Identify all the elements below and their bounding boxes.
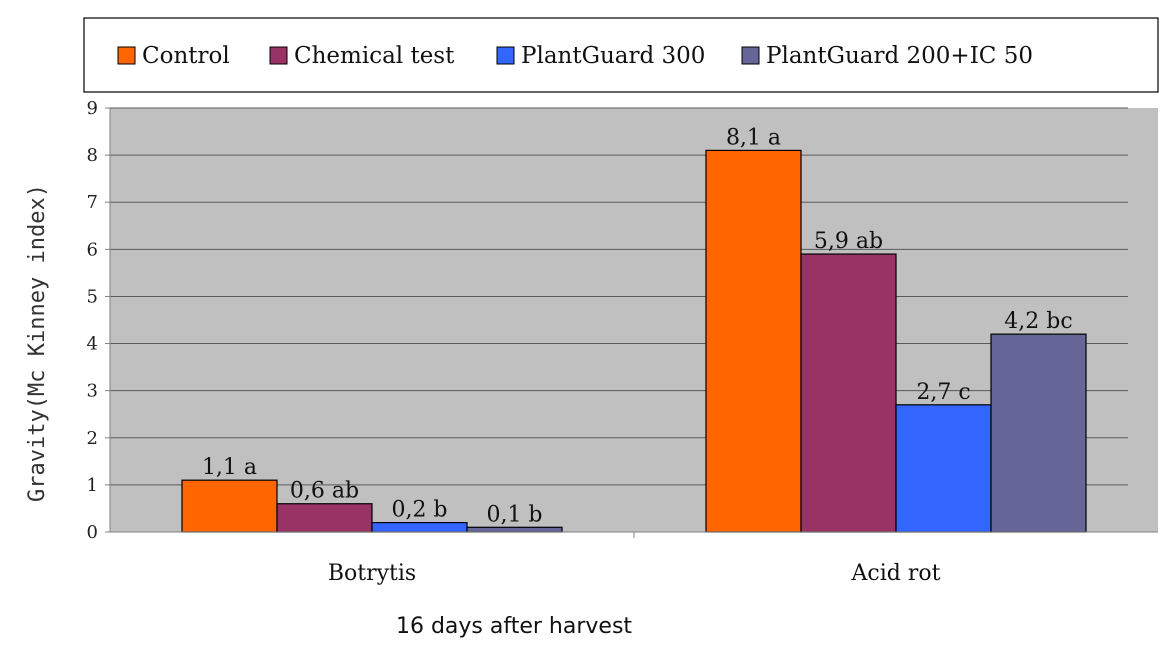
bar bbox=[276, 503, 373, 533]
y-tick-label: 6 bbox=[87, 239, 98, 260]
y-tick-label: 3 bbox=[87, 381, 98, 402]
y-tick-label: 2 bbox=[87, 428, 98, 449]
bar bbox=[705, 149, 802, 533]
legend-swatch bbox=[269, 46, 288, 65]
bar-data-label: 2,7 c bbox=[916, 380, 970, 405]
x-tick-label: Botrytis bbox=[328, 561, 416, 586]
y-tick-label: 9 bbox=[87, 98, 98, 119]
legend-label: Control bbox=[142, 43, 230, 69]
x-axis-label: 16 days after harvest bbox=[396, 614, 632, 639]
y-tick-label: 5 bbox=[87, 286, 98, 307]
bar-labels: 1,1 a 0,6 ab 0,2 b 0,1 b 8,1 a 5,9 ab 2,7 c 4,2… bbox=[202, 125, 1073, 527]
y-tick-label: 8 bbox=[87, 145, 98, 166]
y-tick-label: 0 bbox=[87, 522, 98, 543]
legend-box bbox=[83, 17, 1159, 93]
y-tick-label: 1 bbox=[87, 475, 98, 496]
legend: Control Chemical test PlantGuard 300 PlantG… bbox=[117, 43, 1033, 69]
bar-data-label: 1,1 a bbox=[202, 455, 257, 480]
legend-swatch bbox=[117, 46, 136, 65]
bar-data-label: 0,1 b bbox=[486, 502, 542, 527]
y-axis-label: Gravity(Mc Kinney index) bbox=[25, 184, 50, 502]
bar-data-label: 4,2 bc bbox=[1004, 309, 1072, 334]
bar-data-label: 0,2 b bbox=[391, 498, 447, 523]
bars bbox=[181, 149, 1087, 533]
x-ticks: Botrytis Acid rot bbox=[328, 532, 941, 586]
legend-swatch bbox=[496, 46, 515, 65]
bar-data-label: 8,1 a bbox=[726, 125, 781, 150]
y-tick-label: 7 bbox=[87, 192, 98, 213]
bar bbox=[371, 521, 468, 533]
legend-label: PlantGuard 200+IC 50 bbox=[766, 43, 1033, 69]
bar bbox=[990, 333, 1087, 533]
y-ticks: 0 1 2 3 4 5 6 7 8 9 bbox=[87, 98, 110, 543]
bar bbox=[800, 253, 897, 533]
legend-label: PlantGuard 300 bbox=[521, 43, 705, 69]
legend-swatch bbox=[741, 46, 760, 65]
bar-data-label: 5,9 ab bbox=[814, 229, 883, 254]
bar bbox=[181, 479, 278, 533]
y-tick-label: 4 bbox=[87, 334, 98, 355]
bar bbox=[466, 526, 563, 533]
x-tick-label: Acid rot bbox=[851, 561, 941, 586]
bar bbox=[895, 404, 992, 533]
legend-label: Chemical test bbox=[294, 43, 455, 69]
bar-data-label: 0,6 ab bbox=[290, 479, 359, 504]
